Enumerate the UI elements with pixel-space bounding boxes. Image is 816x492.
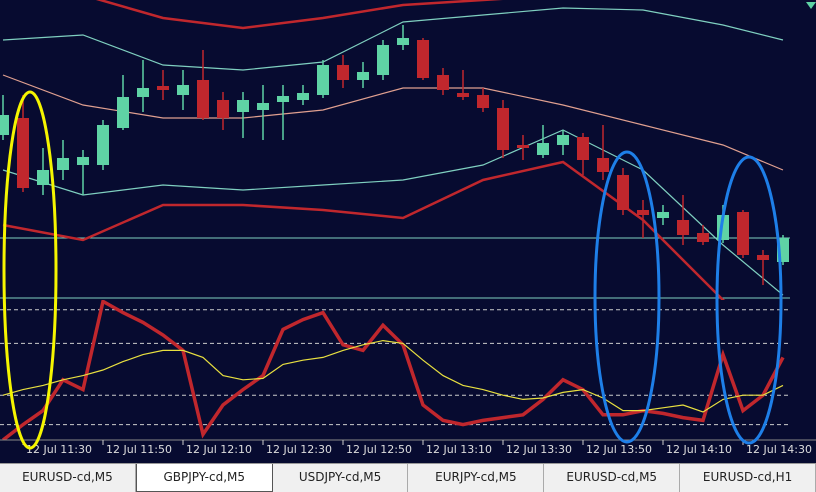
candle-body — [157, 86, 169, 90]
candle-body — [397, 38, 409, 45]
candle-body — [237, 100, 249, 112]
indicator-line — [2, 74, 784, 171]
candle-body — [617, 175, 629, 210]
candle-body — [677, 220, 689, 235]
x-tick-label: 12 Jul 14:10 — [666, 443, 732, 456]
x-tick-label: 12 Jul 13:30 — [506, 443, 572, 456]
shift-marker — [806, 2, 816, 9]
candle-body — [697, 233, 709, 242]
candle-body — [437, 75, 449, 90]
candle-body — [77, 157, 89, 165]
candle-body — [657, 212, 669, 218]
x-tick-label: 12 Jul 11:30 — [26, 443, 92, 456]
candle-body — [177, 85, 189, 95]
x-tick-label: 12 Jul 11:50 — [106, 443, 172, 456]
annotations — [2, 90, 783, 450]
x-tick-label: 12 Jul 12:30 — [266, 443, 332, 456]
candle-body — [137, 88, 149, 97]
candle-body — [757, 255, 769, 260]
x-tick-label: 12 Jul 14:30 — [746, 443, 812, 456]
oscillator-line — [1, 300, 785, 440]
indicator-line — [2, 129, 784, 296]
candle-body — [417, 40, 429, 78]
x-tick-label: 12 Jul 13:50 — [586, 443, 652, 456]
candle-body — [337, 65, 349, 80]
chart-tab[interactable]: USDJPY-cd,M5 — [273, 464, 409, 492]
candle-body — [97, 125, 109, 165]
x-tick-label: 12 Jul 12:50 — [346, 443, 412, 456]
candle-body — [377, 45, 389, 75]
candle-body — [37, 170, 49, 185]
candle-body — [257, 103, 269, 110]
candle-body — [557, 135, 569, 145]
x-tick-label: 12 Jul 13:10 — [426, 443, 492, 456]
candle-body — [517, 145, 529, 148]
background — [0, 0, 816, 463]
candle-body — [57, 158, 69, 170]
candle-body — [637, 210, 649, 215]
chart-tab[interactable]: EURUSD-cd,H1 — [680, 464, 816, 492]
candle-body — [0, 115, 9, 135]
x-tick-label: 12 Jul 12:10 — [186, 443, 252, 456]
candle-body — [577, 137, 589, 160]
chart-tab[interactable]: EURUSD-cd,M5 — [0, 464, 136, 492]
candle-body — [457, 93, 469, 97]
candle-body — [297, 93, 309, 100]
candle-body — [357, 72, 369, 80]
highlight-ellipse — [715, 155, 783, 445]
chart-tab[interactable]: GBPJPY-cd,M5 — [135, 464, 273, 492]
chart: 12 Jul 11:30 12 Jul 11:50 12 Jul 12:10 12 J… — [0, 0, 816, 463]
highlight-ellipse — [2, 90, 58, 450]
chart-tab[interactable]: EURUSD-cd,M5 — [544, 464, 681, 492]
candle-body — [497, 108, 509, 150]
chart-tab[interactable]: EURJPY-cd,M5 — [408, 464, 545, 492]
candle-body — [197, 80, 209, 118]
candle-body — [477, 95, 489, 108]
candle-body — [277, 96, 289, 102]
candle-body — [217, 100, 229, 118]
indicator-line — [2, 7, 784, 71]
candle-body — [537, 143, 549, 155]
candle-body — [597, 158, 609, 172]
highlight-ellipse — [593, 150, 661, 444]
candle-body — [317, 65, 329, 95]
candle-body — [737, 212, 749, 255]
indicator-line — [95, 0, 504, 30]
tab-bar: EURUSD-cd,M5 GBPJPY-cd,M5 USDJPY-cd,M5 EURJ… — [0, 463, 816, 492]
candle-body — [17, 118, 29, 188]
candle-body — [117, 97, 129, 128]
indicator-line — [2, 160, 726, 300]
oscillator-line — [2, 339, 784, 413]
